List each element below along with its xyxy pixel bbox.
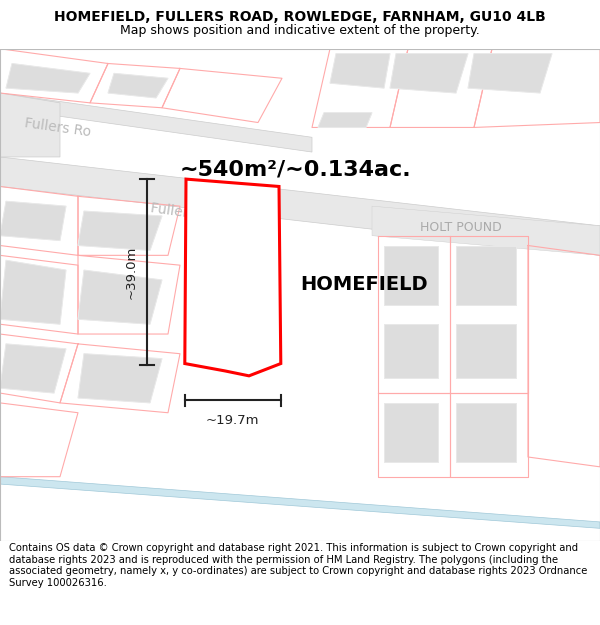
- Polygon shape: [456, 403, 516, 462]
- Polygon shape: [0, 477, 600, 528]
- Polygon shape: [384, 324, 438, 378]
- Text: ~540m²/~0.134ac.: ~540m²/~0.134ac.: [180, 159, 412, 179]
- Polygon shape: [78, 354, 162, 403]
- Polygon shape: [6, 64, 90, 93]
- Polygon shape: [78, 270, 162, 324]
- Polygon shape: [0, 157, 600, 256]
- Polygon shape: [108, 73, 168, 98]
- Polygon shape: [0, 93, 60, 157]
- Polygon shape: [372, 206, 600, 256]
- Polygon shape: [456, 324, 516, 378]
- Polygon shape: [384, 246, 438, 304]
- Text: Fullers Road: Fullers Road: [150, 201, 236, 226]
- Polygon shape: [384, 403, 438, 462]
- Polygon shape: [390, 54, 468, 93]
- Polygon shape: [330, 54, 390, 88]
- Text: ~39.0m: ~39.0m: [124, 245, 137, 299]
- Polygon shape: [468, 54, 552, 93]
- Polygon shape: [468, 54, 552, 93]
- Polygon shape: [6, 64, 90, 93]
- Polygon shape: [185, 179, 281, 376]
- Text: HOLT POUND: HOLT POUND: [420, 221, 502, 234]
- Text: ~19.7m: ~19.7m: [206, 414, 260, 428]
- Polygon shape: [330, 54, 390, 88]
- Text: HOMEFIELD: HOMEFIELD: [300, 276, 428, 294]
- Polygon shape: [384, 324, 438, 378]
- Polygon shape: [384, 246, 438, 304]
- Polygon shape: [108, 73, 168, 98]
- Polygon shape: [0, 201, 66, 241]
- Polygon shape: [318, 112, 372, 128]
- Polygon shape: [0, 344, 66, 393]
- Polygon shape: [78, 270, 162, 324]
- Polygon shape: [456, 246, 516, 304]
- Polygon shape: [318, 112, 372, 128]
- Text: Map shows position and indicative extent of the property.: Map shows position and indicative extent…: [120, 24, 480, 36]
- Polygon shape: [78, 211, 162, 251]
- Text: Contains OS data © Crown copyright and database right 2021. This information is : Contains OS data © Crown copyright and d…: [9, 543, 587, 588]
- Text: HOMEFIELD, FULLERS ROAD, ROWLEDGE, FARNHAM, GU10 4LB: HOMEFIELD, FULLERS ROAD, ROWLEDGE, FARNH…: [54, 10, 546, 24]
- Polygon shape: [78, 354, 162, 403]
- Polygon shape: [456, 324, 516, 378]
- Polygon shape: [0, 93, 312, 152]
- Polygon shape: [0, 201, 66, 241]
- Polygon shape: [384, 403, 438, 462]
- Polygon shape: [0, 344, 66, 393]
- Polygon shape: [456, 246, 516, 304]
- Polygon shape: [78, 211, 162, 251]
- Polygon shape: [390, 54, 468, 93]
- Polygon shape: [0, 260, 66, 324]
- Polygon shape: [456, 403, 516, 462]
- Text: Fullers Ro: Fullers Ro: [24, 116, 92, 139]
- Polygon shape: [0, 260, 66, 324]
